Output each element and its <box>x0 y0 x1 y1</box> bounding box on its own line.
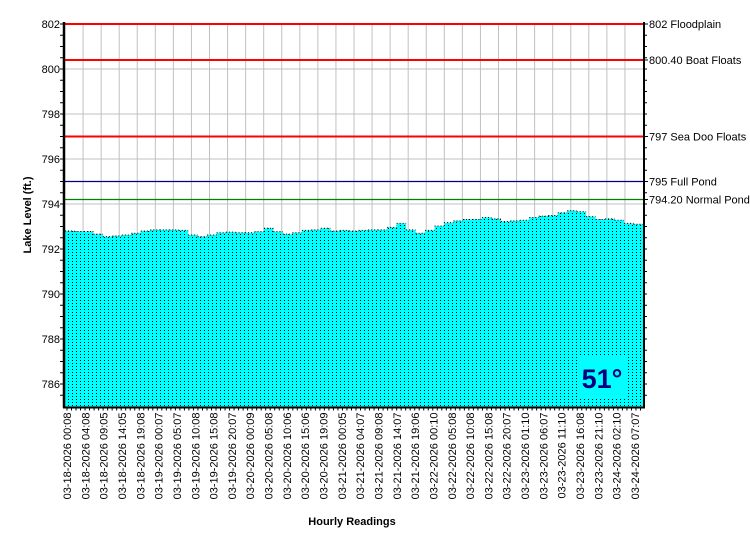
x-tick-label: 03-20-2026 05:08 <box>264 413 276 500</box>
temperature-label: 51° <box>582 364 623 394</box>
x-tick-label: 03-23-2026 11:10 <box>557 413 569 499</box>
reference-label: 794.20 Normal Pond <box>649 195 750 207</box>
x-tick-label: 03-19-2026 05:07 <box>172 413 184 500</box>
x-tick-label: 03-20-2026 00:09 <box>245 413 257 500</box>
reference-label: 800.40 Boat Floats <box>649 55 742 67</box>
y-tick-label: 788 <box>42 334 60 346</box>
y-tick-label: 802 <box>42 19 60 31</box>
x-tick-label: 03-18-2026 00:08 <box>62 413 74 500</box>
x-axis-title: Hourly Readings <box>308 516 395 528</box>
x-tick-label: 03-21-2026 09:08 <box>374 413 386 500</box>
x-tick-label: 03-23-2026 21:10 <box>593 413 605 500</box>
x-tick-label: 03-19-2026 00:07 <box>154 413 166 500</box>
y-tick-label: 800 <box>42 64 60 76</box>
data-area <box>65 210 643 407</box>
x-tick-label: 03-19-2026 20:07 <box>227 413 239 500</box>
x-tick-label: 03-18-2026 14:05 <box>117 413 129 500</box>
x-tick-label: 03-22-2026 00:10 <box>429 413 441 500</box>
y-tick-label: 796 <box>42 154 60 166</box>
x-tick-label: 03-21-2026 00:05 <box>337 413 349 500</box>
y-tick-label: 794 <box>42 199 60 211</box>
y-tick-labels: 786 788 790 792 794 796 798 800 802 <box>42 19 60 391</box>
x-tick-label: 03-21-2026 19:06 <box>410 413 422 500</box>
x-tick-label: 03-22-2026 20:07 <box>502 413 514 500</box>
x-tick-label: 03-22-2026 05:08 <box>447 413 459 500</box>
x-tick-label: 03-23-2026 01:10 <box>520 413 532 500</box>
reference-label: 802 Floodplain <box>649 19 721 31</box>
x-tick-label: 03-21-2026 04:07 <box>355 413 367 500</box>
x-tick-labels: 03-18-2026 00:08 03-18-2026 04:08 03-18-20… <box>62 413 642 500</box>
y-tick-label: 790 <box>42 289 60 301</box>
axes <box>60 22 647 411</box>
reference-label: 797 Sea Doo Floats <box>649 132 747 144</box>
y-tick-label: 798 <box>42 109 60 121</box>
x-tick-label: 03-23-2026 16:08 <box>575 413 587 500</box>
lake-level-area <box>65 210 643 407</box>
x-tick-label: 03-21-2026 14:07 <box>392 413 404 500</box>
reference-label: 795 Full Pond <box>649 177 717 189</box>
x-tick-label: 03-18-2026 19:08 <box>135 413 147 500</box>
x-tick-label: 03-20-2026 19:09 <box>319 413 331 500</box>
x-tick-label: 03-20-2026 10:06 <box>282 413 294 500</box>
y-tick-label: 786 <box>42 379 60 391</box>
x-tick-label: 03-24-2026 07:07 <box>630 413 642 500</box>
x-tick-label: 03-23-2026 06:07 <box>538 413 550 500</box>
temperature-badge: 51° <box>577 355 627 398</box>
x-tick-label: 03-22-2026 15:08 <box>483 413 495 500</box>
y-tick-label: 792 <box>42 244 60 256</box>
reference-lines: 802 Floodplain 800.40 Boat Floats 797 Sea … <box>65 19 750 207</box>
x-tick-label: 03-22-2026 10:08 <box>465 413 477 500</box>
x-tick-label: 03-24-2026 02:10 <box>612 413 624 500</box>
x-tick-label: 03-18-2026 04:08 <box>80 413 92 500</box>
x-tick-label: 03-20-2026 15:06 <box>300 413 312 500</box>
y-axis-title: Lake Level (ft.) <box>22 176 34 253</box>
x-tick-label: 03-19-2026 15:08 <box>209 413 221 500</box>
x-tick-label: 03-19-2026 10:08 <box>190 413 202 500</box>
x-tick-label: 03-18-2026 09:05 <box>99 413 111 500</box>
